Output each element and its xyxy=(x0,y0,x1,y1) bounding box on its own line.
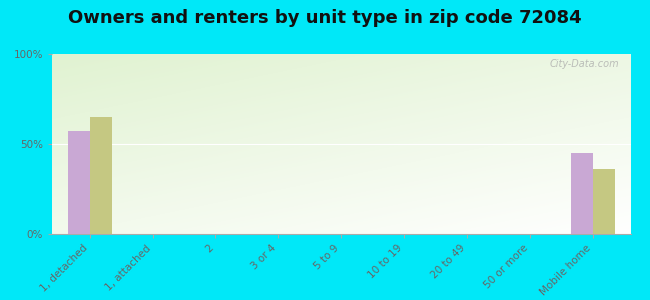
Text: Owners and renters by unit type in zip code 72084: Owners and renters by unit type in zip c… xyxy=(68,9,582,27)
Bar xyxy=(593,169,615,234)
Text: City-Data.com: City-Data.com xyxy=(549,59,619,69)
Bar xyxy=(90,117,112,234)
Bar xyxy=(571,153,593,234)
Bar xyxy=(68,131,90,234)
